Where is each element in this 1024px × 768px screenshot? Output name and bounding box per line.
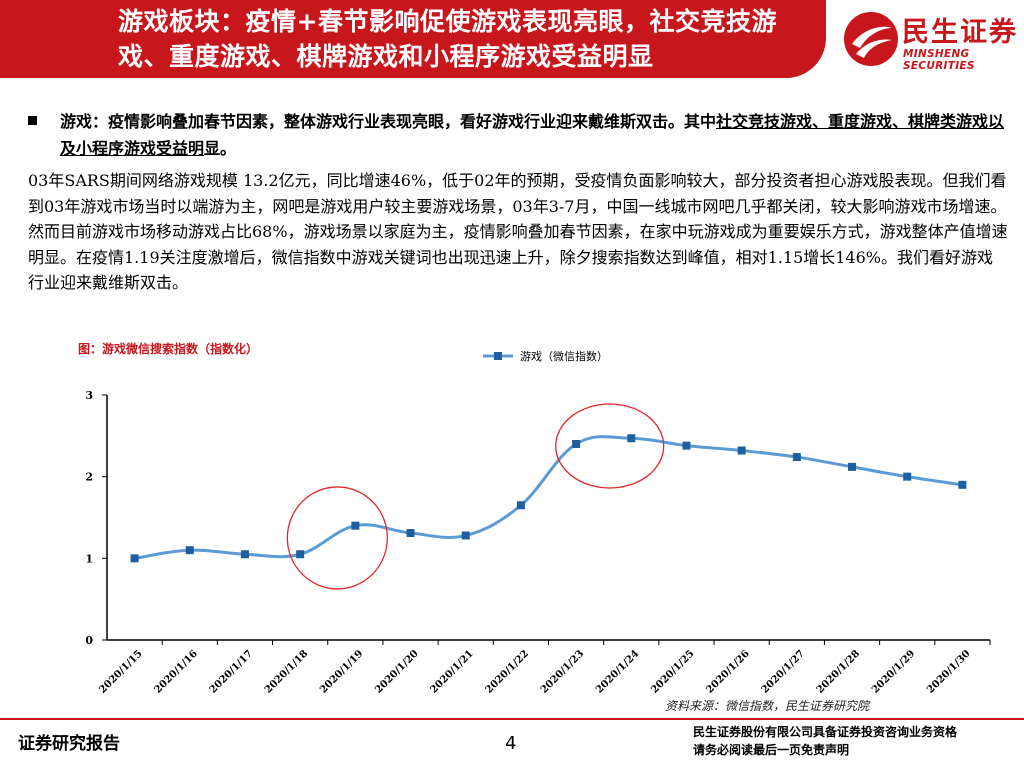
x-tick-label: 2020/1/15 (97, 648, 144, 695)
y-tick-label: 0 (85, 634, 93, 647)
x-tick-label: 2020/1/21 (428, 648, 475, 695)
chart-highlights (286, 403, 665, 590)
data-point-marker (903, 472, 912, 481)
x-tick-label: 2020/1/18 (263, 648, 310, 695)
x-tick-label: 2020/1/25 (649, 648, 696, 695)
x-tick-label: 2020/1/28 (815, 648, 862, 695)
bullet-text: 游戏：疫情影响叠加春节因素，整体游戏行业表现亮眼，看好游戏行业迎来戴维斯双击。其… (60, 108, 1008, 162)
x-tick-label: 2020/1/23 (539, 648, 586, 695)
data-point-marker (737, 446, 746, 455)
chart-series (130, 434, 967, 563)
slide-title: 游戏板块：疫情+春节影响促使游戏表现亮眼，社交竞技游戏、重度游戏、棋牌游戏和小程… (118, 7, 777, 71)
logo-english-text: MINSHENG SECURITIES (903, 48, 975, 72)
x-tick-label: 2020/1/26 (704, 648, 751, 695)
data-point-marker (240, 550, 249, 559)
x-tick-label: 2020/1/29 (870, 648, 917, 695)
footer-disclaimer-line1: 民生证券股份有限公司具备证券投资咨询业务资格 (693, 725, 958, 739)
data-point-marker (958, 480, 967, 489)
figure-title: 图：游戏微信搜索指数（指数化） (78, 342, 259, 356)
body-paragraph: 03年SARS期间网络游戏规模 13.2亿元，同比增速46%，低于02年的预期，… (28, 171, 1008, 292)
bullet-underlined: 社交竞技游戏、重度游戏、棋牌类游戏以及小程序游戏受益明 (60, 112, 1005, 158)
data-point-marker (185, 546, 194, 555)
data-point-marker (351, 521, 360, 530)
chart-legend: 游戏（微信指数） (483, 349, 608, 363)
footer-divider (0, 718, 1024, 720)
legend-label: 游戏（微信指数） (520, 349, 608, 363)
bullet-square-icon (28, 116, 37, 125)
x-tick-label: 2020/1/27 (760, 648, 807, 695)
data-point-marker (406, 529, 415, 538)
data-point-marker (572, 440, 581, 448)
y-tick-label: 2 (85, 471, 93, 484)
data-point-marker (130, 554, 139, 563)
y-tick-label: 1 (85, 552, 93, 565)
chart-source: 资料来源：微信指数，民生证券研究院 (665, 699, 870, 713)
x-tick-label: 2020/1/22 (484, 648, 531, 695)
data-point-marker (682, 441, 691, 450)
data-point-marker (792, 453, 801, 462)
data-point-marker (296, 550, 305, 559)
x-tick-label: 2020/1/30 (925, 648, 972, 695)
x-tick-label: 2020/1/24 (594, 648, 641, 695)
series-line (134, 435, 963, 560)
bullet-prefix: 游戏：疫情影响叠加春节因素，整体游戏行业表现亮眼，看好游戏行业迎来戴维斯双击。其… (60, 112, 717, 131)
chart-axes: 0 1 2 3 2020/1/15 2020/1/16 2020/1/17 2020/1/18… (85, 389, 991, 696)
bullet-suffix: 显。 (204, 139, 237, 158)
page-number: 4 (505, 733, 517, 754)
y-tick-label: 3 (85, 389, 93, 402)
slide-header: 游戏板块：疫情+春节影响促使游戏表现亮眼，社交竞技游戏、重度游戏、棋牌游戏和小程… (0, 0, 1024, 88)
x-tick-label: 2020/1/16 (153, 648, 200, 695)
minsheng-logo: 民生证券 MINSHENG SECURITIES (842, 10, 1022, 72)
footer-report-label: 证券研究报告 (18, 734, 120, 754)
highlight-circle-1-23-1-24 (555, 403, 665, 489)
legend-marker-swatch (494, 352, 502, 360)
x-tick-label: 2020/1/17 (208, 648, 255, 695)
logo-chinese-text: 民生证券 (902, 17, 1018, 48)
minsheng-logo-mark-icon (844, 12, 898, 66)
x-tick-label: 2020/1/20 (373, 648, 420, 695)
data-point-marker (516, 501, 525, 510)
x-tick-label: 2020/1/19 (318, 648, 365, 695)
highlight-circle-1-19 (286, 486, 388, 590)
header-red-bar (0, 0, 826, 78)
footer-disclaimer: 民生证券股份有限公司具备证券投资咨询业务资格 请务必阅读最后一页免责声明 (693, 723, 957, 759)
data-point-marker (848, 462, 857, 471)
footer-disclaimer-line2: 请务必阅读最后一页免责声明 (693, 743, 850, 757)
data-point-marker (461, 531, 470, 540)
bullet-point: 游戏：疫情影响叠加春节因素，整体游戏行业表现亮眼，看好游戏行业迎来戴维斯双击。其… (28, 108, 1008, 162)
data-point-marker (627, 434, 636, 443)
